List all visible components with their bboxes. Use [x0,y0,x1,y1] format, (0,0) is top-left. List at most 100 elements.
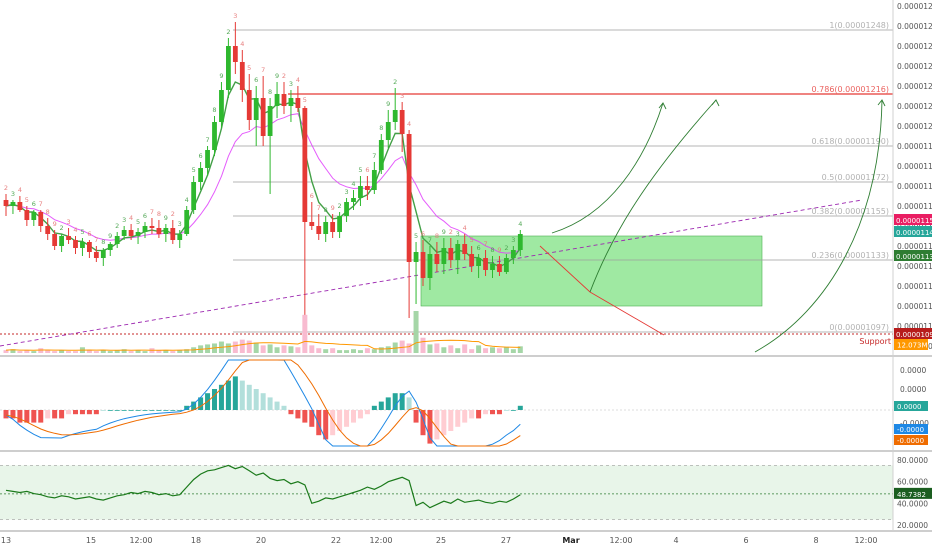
volume-bar [351,349,356,353]
candle [281,82,287,114]
volume-bar [52,351,58,353]
candle-body [302,108,308,222]
volume-bar [476,345,482,353]
macd-histogram-bar [149,410,155,411]
macd-histogram-bar [52,410,58,419]
macd-histogram-bar [295,410,301,419]
volume-bar [17,351,23,353]
price-badge-text: 0.00001135 [896,253,932,261]
volume-bar [31,351,37,353]
candle-body [24,210,30,220]
sequence-label: 2 [60,224,64,232]
candle-body [66,236,71,240]
volume-bar [246,340,252,353]
sequence-label: 8 [157,210,161,218]
candle [93,246,99,262]
candle-body [462,244,468,254]
volume-bar [260,345,266,353]
macd-histogram-bar [59,410,65,419]
candle-body [10,202,16,206]
macd-histogram-bar [496,410,502,415]
sequence-label: 4 [518,220,522,228]
candle-body [476,258,481,266]
volume-bar [378,347,384,353]
macd-histogram-bar [510,410,516,411]
macd-histogram-bar [239,380,245,410]
macd-histogram-bar [156,410,162,411]
sequence-label: 2 [226,28,230,36]
time-axis-label: 25 [436,536,446,545]
time-axis-label: 27 [501,536,511,545]
candle-body [504,258,509,272]
price-axis[interactable]: 0.00001260 0.00001250 0.00001240 0.00001230… [894,2,932,351]
time-axis-label: 12:00 [369,536,392,545]
candle-body [267,106,273,136]
sequence-label: 6 [421,230,425,238]
macd-axis-tick: 0.0000 [900,366,926,375]
volume-bar [121,349,127,353]
fib-level-label: 0.786(0.00001216) [812,85,890,94]
rsi-axis-tick: 20.0000 [897,521,928,530]
macd-histogram-bar [73,410,78,415]
volume-bar [295,347,301,353]
candle [330,214,336,238]
projection-arrow [589,99,717,293]
candle [38,210,44,232]
candle-body [448,248,454,260]
candle [420,240,426,286]
price-axis-tick: 0.00001250 [897,22,932,31]
candle-body [295,98,301,108]
sequence-label: 2 [338,202,342,210]
support-label: Support [859,337,891,346]
candle [135,228,141,244]
volume-bar [406,343,412,353]
macd-histogram-bar [302,410,308,423]
candle-body [149,226,155,228]
volume-bar [232,341,238,353]
candle-body [483,258,488,270]
price-axis-tick: 0.00001210 [897,102,932,111]
candle [337,212,342,238]
candle [392,88,398,130]
candle [483,250,488,276]
macd-histogram-bar [79,410,85,415]
sequence-label: 3 [233,12,237,20]
fib-level-label: 0.618(0.00001190) [812,137,890,146]
price-badge-text: 0.00001096 [896,331,932,339]
macd-histogram-bar [344,410,350,427]
time-axis-label: 20 [256,536,266,545]
volume-bar [399,340,405,353]
projection-box [420,235,763,307]
candle [351,190,356,210]
candle-body [163,228,169,234]
sequence-label: 7 [39,200,43,208]
candle [239,50,245,102]
volume-bar [490,347,495,353]
volume-bar [413,311,419,353]
sequence-label: 5 [414,232,418,240]
volume-bar [364,348,370,353]
sequence-label: 9 [108,232,112,240]
candle-body [219,90,224,122]
macd-badge-text: 0.0000 [897,403,922,411]
volume-bar [455,348,461,353]
candle [219,82,224,128]
sequence-label: 5 [303,96,307,104]
fib-level-label: 0(0.00001097) [829,323,889,332]
candle [149,218,155,234]
macd-badge [894,435,928,445]
candle-body [205,150,210,168]
rsi-badge-text: 48.7382 [897,491,926,499]
macd-histogram-bar [434,410,440,440]
macd-histogram-bar [163,410,169,411]
candle-body [427,254,433,278]
macd-histogram-bar [260,393,266,410]
candle [316,214,322,240]
volume-bar [73,351,78,353]
candle-body [121,230,127,236]
volume-bar [135,350,141,353]
candle [434,242,440,272]
candle [448,238,454,268]
time-axis-label: 13 [1,536,11,545]
